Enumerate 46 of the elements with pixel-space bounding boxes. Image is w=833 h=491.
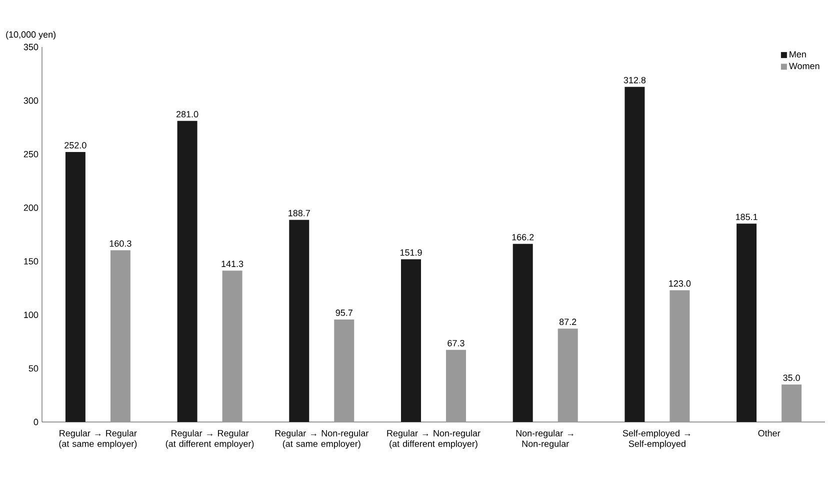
- bar: [289, 220, 310, 422]
- y-tick-label: 350: [24, 44, 38, 50]
- bar: [558, 328, 578, 422]
- y-tick-label: 300: [24, 97, 38, 104]
- y-axis-title: (10,000 yen): [6, 31, 56, 40]
- bar: [624, 86, 645, 422]
- x-tick-label: Regular → Regular (at different employer): [166, 430, 254, 449]
- y-tick-label: 150: [24, 258, 38, 264]
- data-label: 95.7: [336, 310, 352, 316]
- x-tick-label: Regular → Regular (at same employer): [59, 430, 137, 449]
- data-label: 166.2: [512, 234, 534, 240]
- data-label: 160.3: [110, 240, 132, 247]
- bar: [736, 224, 757, 422]
- data-label: 252.0: [64, 142, 86, 148]
- data-label: 35.0: [783, 374, 800, 381]
- x-tick-label: Non-regular → Non-regular: [516, 430, 574, 449]
- legend-label: Men: [790, 51, 806, 58]
- y-tick-label: 50: [28, 365, 38, 372]
- data-label: 281.0: [176, 111, 198, 118]
- bar: [334, 319, 354, 422]
- bar: [110, 250, 130, 422]
- y-tick-label: 0: [34, 418, 38, 426]
- data-label: 312.8: [624, 76, 646, 84]
- data-label: 123.0: [669, 280, 691, 287]
- y-tick-label: 200: [24, 204, 38, 211]
- y-tick-label: 100: [24, 312, 38, 318]
- data-label: 151.9: [400, 249, 422, 256]
- x-tick-label: Regular → Non-regular (at different employer): [387, 430, 480, 449]
- bar: [65, 152, 86, 422]
- data-label: 188.7: [288, 210, 310, 216]
- bar: [401, 259, 421, 422]
- legend-label: Women: [789, 62, 820, 70]
- x-tick-label: Other: [758, 430, 780, 436]
- data-label: 185.1: [736, 214, 758, 220]
- bar: [782, 384, 802, 422]
- bar: [446, 350, 466, 422]
- bar: [177, 120, 198, 422]
- x-tick-label: Regular → Non-regular (at same employer): [275, 430, 368, 449]
- bar: [222, 270, 242, 422]
- data-label: 141.3: [222, 260, 244, 268]
- x-tick-label: Self-employed → Self-employed: [622, 430, 690, 449]
- bar: [512, 244, 533, 422]
- data-label: 87.2: [559, 318, 576, 326]
- data-label: 67.3: [448, 340, 464, 346]
- bar: [670, 290, 690, 422]
- y-tick-label: 250: [24, 150, 38, 158]
